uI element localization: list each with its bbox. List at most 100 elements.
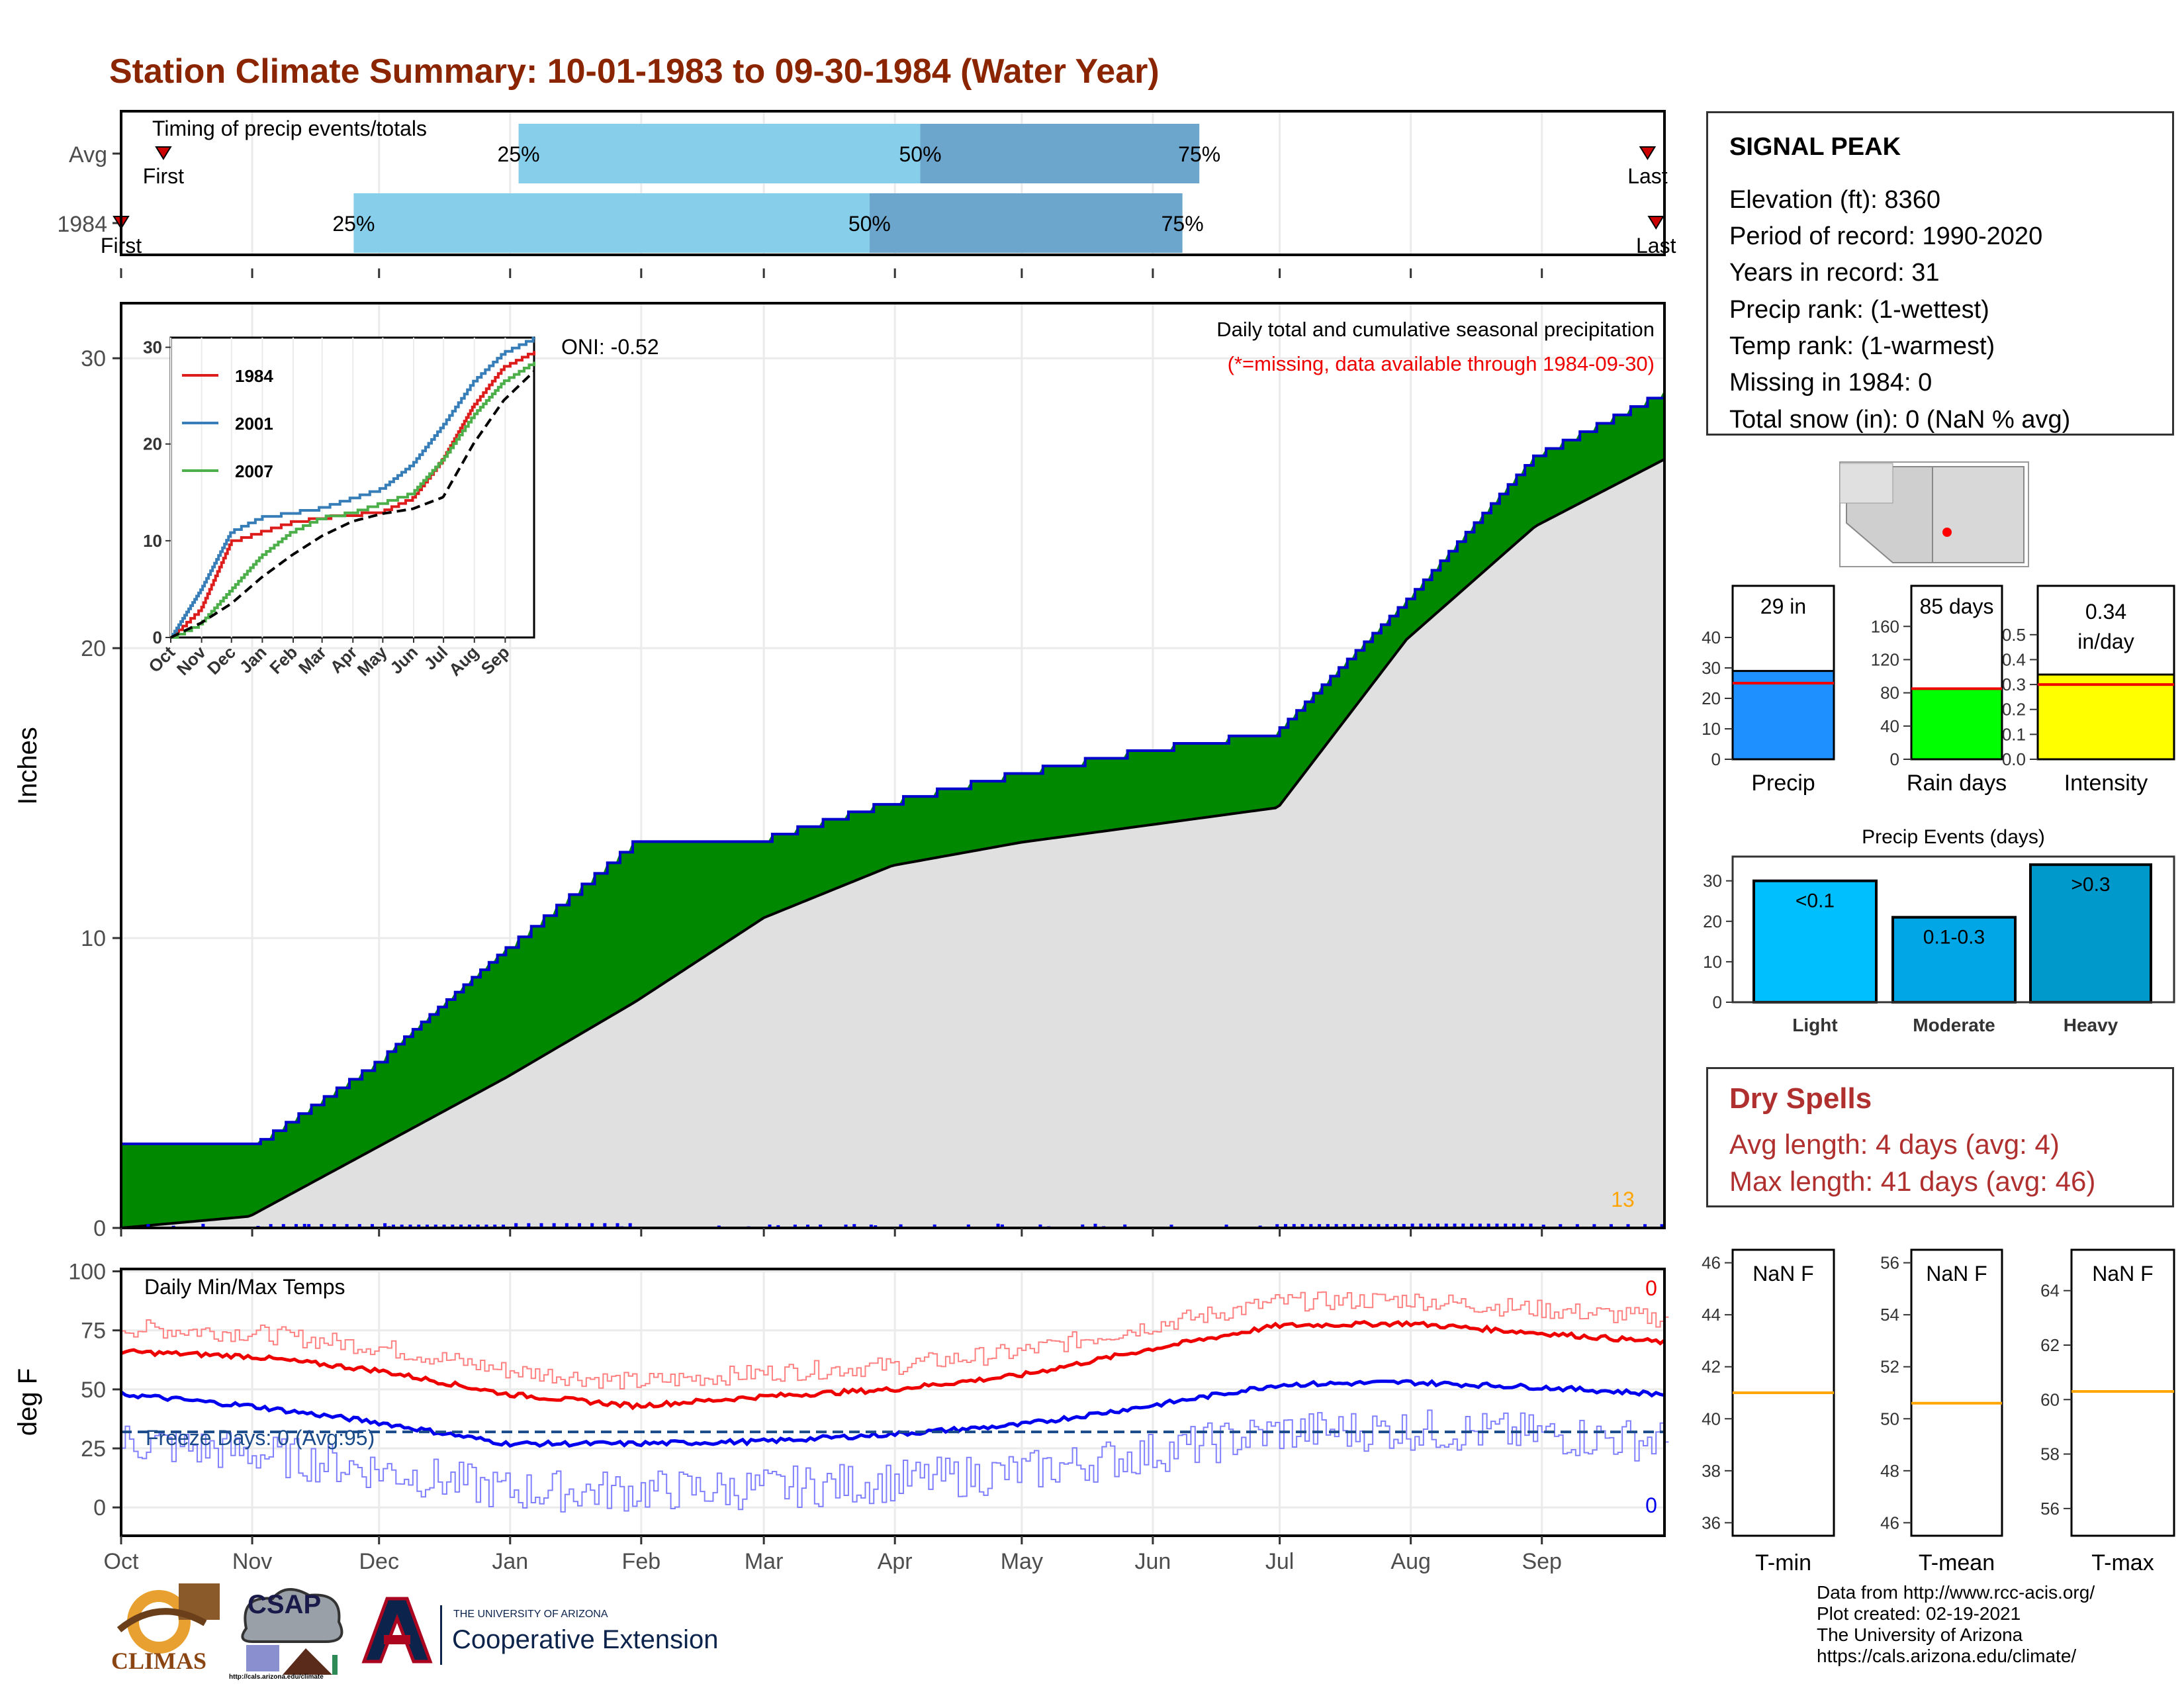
precip-daily-bar (1368, 1224, 1372, 1228)
events-bar (1891, 915, 2017, 1004)
precip-daily-bar (1000, 1224, 1004, 1228)
precip-daily-bar (527, 1223, 531, 1228)
temp-gauge-tick-label: 46 (1702, 1253, 1721, 1273)
temp-ytick-label: 25 (81, 1436, 106, 1462)
precip-daily-bar (1081, 1224, 1085, 1228)
precip-daily-bar (996, 1223, 1000, 1228)
timing-frame (120, 110, 1666, 256)
precip-ytick-label: 20 (81, 636, 106, 661)
precip-daily-bar (806, 1225, 810, 1228)
precip-daily-bar (459, 1224, 463, 1228)
mini-bar-value: 29 in (1760, 594, 1806, 618)
footer-url: https://cals.arizona.edu/climate/ (1817, 1646, 2077, 1666)
precip-daily-bar (1541, 1224, 1545, 1228)
map-station-dot (1942, 528, 1952, 537)
events-tick-label: 20 (1703, 912, 1722, 931)
mini-bar-label: Precip (1751, 771, 1815, 796)
temp-frame (120, 1268, 1666, 1537)
precip-daily-bar (1520, 1223, 1524, 1228)
map-new-mexico (1932, 466, 2025, 563)
events-category-label: Heavy (2064, 1015, 2118, 1035)
precip-daily-bar (1453, 1223, 1457, 1228)
timing-last-label: Last (1627, 164, 1668, 188)
events-bar (1752, 879, 1878, 1004)
precip-daily-bar (1343, 1224, 1347, 1228)
timing-p75-label: 75% (1178, 142, 1220, 166)
temp-gauge-tick-label: 46 (1880, 1513, 1899, 1532)
precip-above-avg-area (121, 389, 1664, 1228)
precip-daily-bar (1394, 1224, 1398, 1228)
month-tick-label: May (1001, 1549, 1043, 1574)
precip-daily-bar (1470, 1223, 1474, 1228)
precip-daily-bar (1575, 1224, 1579, 1228)
month-tick-label: Feb (622, 1549, 661, 1574)
precip-daily-bar (1169, 1225, 1173, 1228)
precip-daily-bar (1504, 1223, 1508, 1228)
mini-bar-tick-label: 0.4 (2002, 649, 2026, 669)
dry-spells-avg: Avg length: 4 days (avg: 4) (1729, 1129, 2060, 1160)
month-tick-label: Oct (104, 1549, 139, 1574)
mini-bar-tick-label: 80 (1880, 683, 1899, 703)
mini-bar-value-unit: in/day (2077, 630, 2134, 653)
precip-annotation-missing: (*=missing, data available through 1984-… (1228, 352, 1655, 375)
precip-daily-bar (1385, 1224, 1389, 1228)
precip-daily-bar (1660, 1224, 1664, 1228)
precip-daily-bar (417, 1224, 421, 1228)
month-tick-label: Apr (878, 1549, 913, 1574)
precip-daily-bar (1512, 1223, 1516, 1228)
temp-gauge-tick-label: 40 (1702, 1409, 1721, 1429)
month-tick-label: Dec (359, 1549, 398, 1574)
mini-bar-tick-label: 0.0 (2002, 749, 2026, 769)
temp-gauge-value: NaN F (1926, 1262, 1987, 1286)
station-name: SIGNAL PEAK (1729, 133, 1901, 161)
precip-daily-bar (426, 1224, 430, 1228)
precip-daily-bar (1318, 1224, 1322, 1228)
precip-daily-bar (484, 1224, 488, 1228)
precip-oni-label: ONI: -0.52 (561, 335, 659, 359)
timing-last-marker (1639, 146, 1657, 160)
station-info-box: SIGNAL PEAK Elevation (ft): 8360 Period … (1706, 111, 2174, 436)
month-tick-label: Jul (1265, 1549, 1294, 1574)
precip-daily-bar (146, 1224, 150, 1228)
precip-daily-bar (1292, 1224, 1296, 1228)
precip-daily-bar (201, 1223, 205, 1228)
ua-divider (440, 1605, 442, 1665)
timing-q25-q50-bar (353, 193, 870, 253)
temp-gauge-label: T-min (1755, 1550, 1811, 1575)
precip-daily-bar (819, 1224, 823, 1228)
temp-record-min-line (121, 1409, 1669, 1513)
timing-p25-label: 25% (498, 142, 540, 166)
mini-bar-tick-label: 0.1 (2002, 724, 2026, 744)
month-tick-label: Mar (745, 1549, 784, 1574)
mini-bar-value: 85 days (1919, 594, 1993, 618)
temp-gauge-tick-label: 54 (1880, 1305, 1899, 1325)
precip-daily-bar (1419, 1223, 1423, 1228)
precip-count-label: 13 (1611, 1188, 1635, 1211)
ua-logo (361, 1597, 433, 1664)
precip-daily-bar (1334, 1224, 1338, 1228)
precip-daily-bar (578, 1223, 582, 1228)
timing-first-marker (155, 146, 172, 160)
precip-daily-bar (1402, 1224, 1406, 1228)
precip-daily-bar (1609, 1224, 1613, 1228)
precip-daily-bar (1093, 1223, 1097, 1228)
ua-small-text: THE UNIVERSITY OF ARIZONA (453, 1609, 608, 1620)
precip-daily-bar (1643, 1224, 1647, 1228)
events-category-label: Light (1792, 1015, 1837, 1035)
temp-gauge-tick-label: 52 (1880, 1357, 1899, 1377)
temp-gauge-tick-label: 50 (1880, 1409, 1899, 1429)
temp-gauge-frame (2070, 1248, 2175, 1537)
precip-1984-cumulative-line (121, 389, 1666, 1145)
precip-daily-bar (1529, 1223, 1533, 1228)
precip-daily-bar (391, 1224, 395, 1228)
precip-avg-area (121, 459, 1664, 1229)
precip-frame (120, 302, 1666, 1229)
mini-bar-tick-label: 0 (1890, 749, 1899, 769)
precip-daily-bar (552, 1223, 556, 1228)
precip-daily-bar (1486, 1223, 1490, 1228)
station-line: Missing in 1984: 0 (1729, 369, 1933, 397)
temp-gauge-value: NaN F (2092, 1262, 2153, 1286)
timing-last-marker (1647, 216, 1665, 230)
temp-gauge-label: T-mean (1919, 1550, 1995, 1575)
precip-daily-bar (1559, 1224, 1563, 1228)
